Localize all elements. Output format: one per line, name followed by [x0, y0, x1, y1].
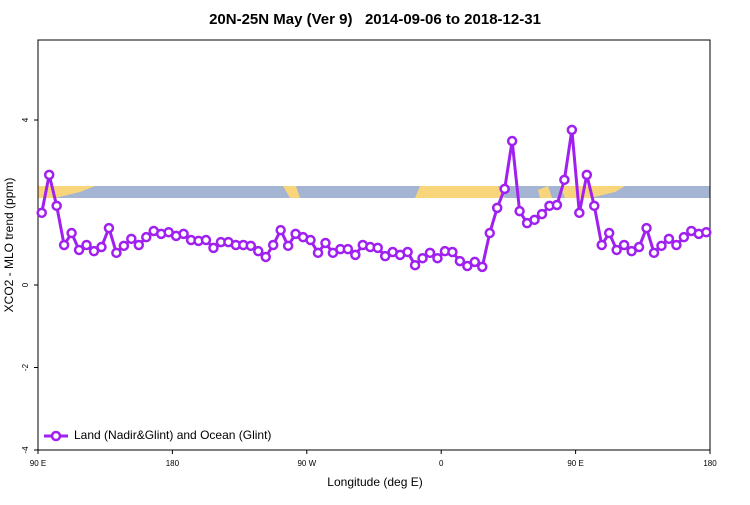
- data-point: [282, 240, 294, 252]
- y-tick-label: 4: [21, 117, 30, 122]
- data-point: [506, 135, 518, 147]
- data-point: [603, 227, 615, 239]
- land-patch: [538, 186, 552, 198]
- plot-frame: [37, 39, 711, 451]
- data-point: [342, 243, 354, 255]
- data-point: [379, 250, 391, 262]
- data-point: [432, 252, 443, 264]
- data-point: [663, 233, 675, 245]
- data-point: [208, 242, 219, 254]
- data-point: [611, 244, 622, 256]
- data-point: [320, 237, 331, 249]
- data-point: [678, 231, 690, 243]
- data-point: [477, 261, 488, 273]
- data-point: [103, 222, 115, 234]
- data-point: [484, 227, 495, 239]
- data-point: [648, 247, 660, 259]
- x-tick-label: 0: [439, 459, 444, 468]
- map-strip: [38, 186, 710, 198]
- data-point: [141, 231, 152, 243]
- data-point: [260, 251, 271, 263]
- legend-label: Land (Nadir&Glint) and Ocean (Glint): [74, 428, 271, 442]
- data-point: [424, 247, 436, 259]
- data-point: [701, 226, 712, 238]
- data-point: [275, 224, 286, 236]
- y-axis-label: XCO2 - MLO trend (ppm): [2, 178, 16, 313]
- data-point: [499, 183, 510, 195]
- data-point: [454, 255, 466, 267]
- land-patch: [283, 186, 300, 198]
- data-point: [469, 256, 481, 268]
- data-point: [66, 227, 77, 239]
- data-point: [581, 169, 593, 181]
- data-point: [126, 233, 137, 245]
- y-tick-label: -2: [21, 363, 30, 371]
- x-axis-label: Longitude (deg E): [327, 475, 422, 489]
- data-point: [81, 239, 92, 251]
- data-point: [43, 169, 55, 181]
- data-point: [447, 246, 458, 258]
- data-point: [529, 214, 540, 226]
- data-point: [200, 234, 212, 246]
- data-point: [596, 239, 607, 251]
- data-point: [96, 241, 107, 253]
- data-point: [514, 205, 525, 217]
- data-point: [253, 245, 264, 257]
- land-patch: [415, 186, 505, 198]
- x-tick-label: 180: [703, 459, 717, 468]
- data-point: [618, 239, 630, 251]
- data-point: [536, 208, 548, 220]
- data-point: [462, 260, 473, 272]
- data-point: [417, 252, 428, 264]
- data-point: [589, 200, 600, 212]
- data-point: [566, 124, 578, 136]
- data-point: [118, 240, 130, 252]
- data-point: [178, 228, 189, 240]
- x-tick-label: 90 E: [30, 459, 46, 468]
- data-point: [305, 234, 316, 246]
- data-point: [133, 239, 145, 251]
- data-point: [656, 240, 667, 252]
- x-tick-label: 180: [166, 459, 180, 468]
- data-point: [633, 241, 645, 253]
- data-point: [671, 239, 682, 251]
- data-point: [73, 244, 85, 256]
- x-tick-label: 90 W: [297, 459, 316, 468]
- y-tick-label: 0: [21, 282, 30, 287]
- data-point: [491, 202, 503, 214]
- data-point: [409, 259, 421, 271]
- y-tick-label: -4: [21, 446, 30, 454]
- legend-entry: Land (Nadir&Glint) and Ocean (Glint): [44, 428, 271, 442]
- data-point: [51, 200, 62, 212]
- data-point: [641, 222, 652, 234]
- legend-marker: [50, 430, 62, 442]
- data-point: [88, 245, 100, 257]
- data-point: [372, 242, 383, 254]
- data-point: [312, 247, 324, 259]
- data-point: [574, 207, 585, 219]
- data-point: [559, 174, 570, 186]
- data-point: [111, 247, 122, 259]
- data-point: [551, 199, 563, 211]
- data-point: [36, 207, 47, 219]
- data-point: [245, 240, 257, 252]
- data-point: [267, 239, 279, 251]
- data-point: [58, 239, 70, 251]
- data-point: [626, 245, 637, 257]
- chart-title: 20N-25N May (Ver 9) 2014-09-06 to 2018-1…: [209, 11, 541, 28]
- x-tick-label: 90 E: [567, 459, 583, 468]
- data-point: [402, 246, 413, 258]
- data-point: [350, 249, 361, 261]
